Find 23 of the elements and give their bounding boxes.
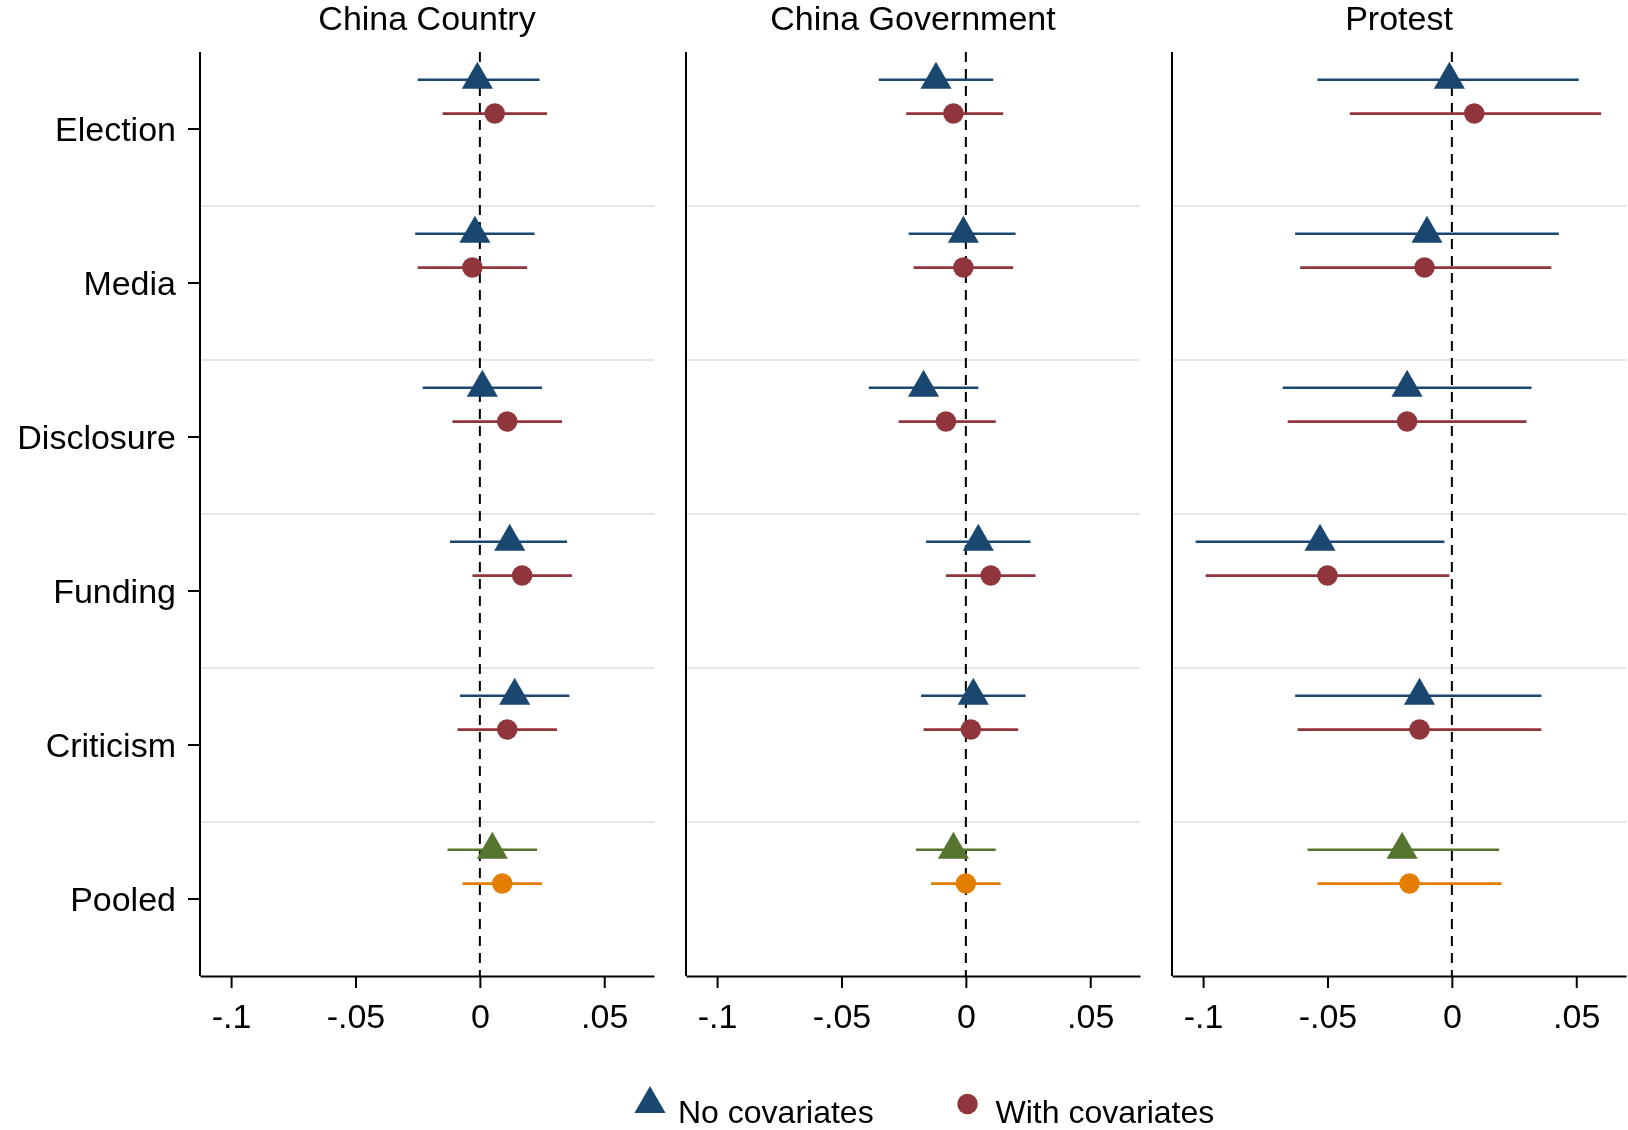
chart-title: China Government [770, 0, 1057, 37]
x-tick-label: .05 [1067, 997, 1115, 1036]
x-tick-label: -.1 [211, 997, 252, 1036]
x-tick-label: -.1 [1183, 997, 1224, 1036]
x-tick-label: -.05 [1298, 997, 1358, 1036]
x-tick-label: -.05 [326, 997, 386, 1036]
x-tick-label: -.05 [812, 997, 872, 1036]
y-tick-label: Media [83, 263, 177, 302]
y-tick-label: Criticism [45, 725, 176, 764]
y-tick-label: Funding [53, 571, 176, 610]
y-tick-label: Disclosure [17, 417, 176, 456]
x-tick-label: -.1 [697, 997, 738, 1036]
y-tick-label: Election [55, 109, 176, 148]
chart-title: China Country [318, 0, 536, 37]
chart-title: Protest [1345, 0, 1454, 37]
x-tick-label: .05 [1553, 997, 1601, 1036]
legend-label: No covariates [678, 1094, 874, 1130]
x-tick-label: .05 [581, 997, 629, 1036]
legend-label: With covariates [995, 1094, 1215, 1130]
x-tick-label: 0 [956, 997, 976, 1036]
x-tick-label: 0 [470, 997, 490, 1036]
x-tick-label: 0 [1442, 997, 1462, 1036]
y-tick-label: Pooled [70, 879, 176, 918]
